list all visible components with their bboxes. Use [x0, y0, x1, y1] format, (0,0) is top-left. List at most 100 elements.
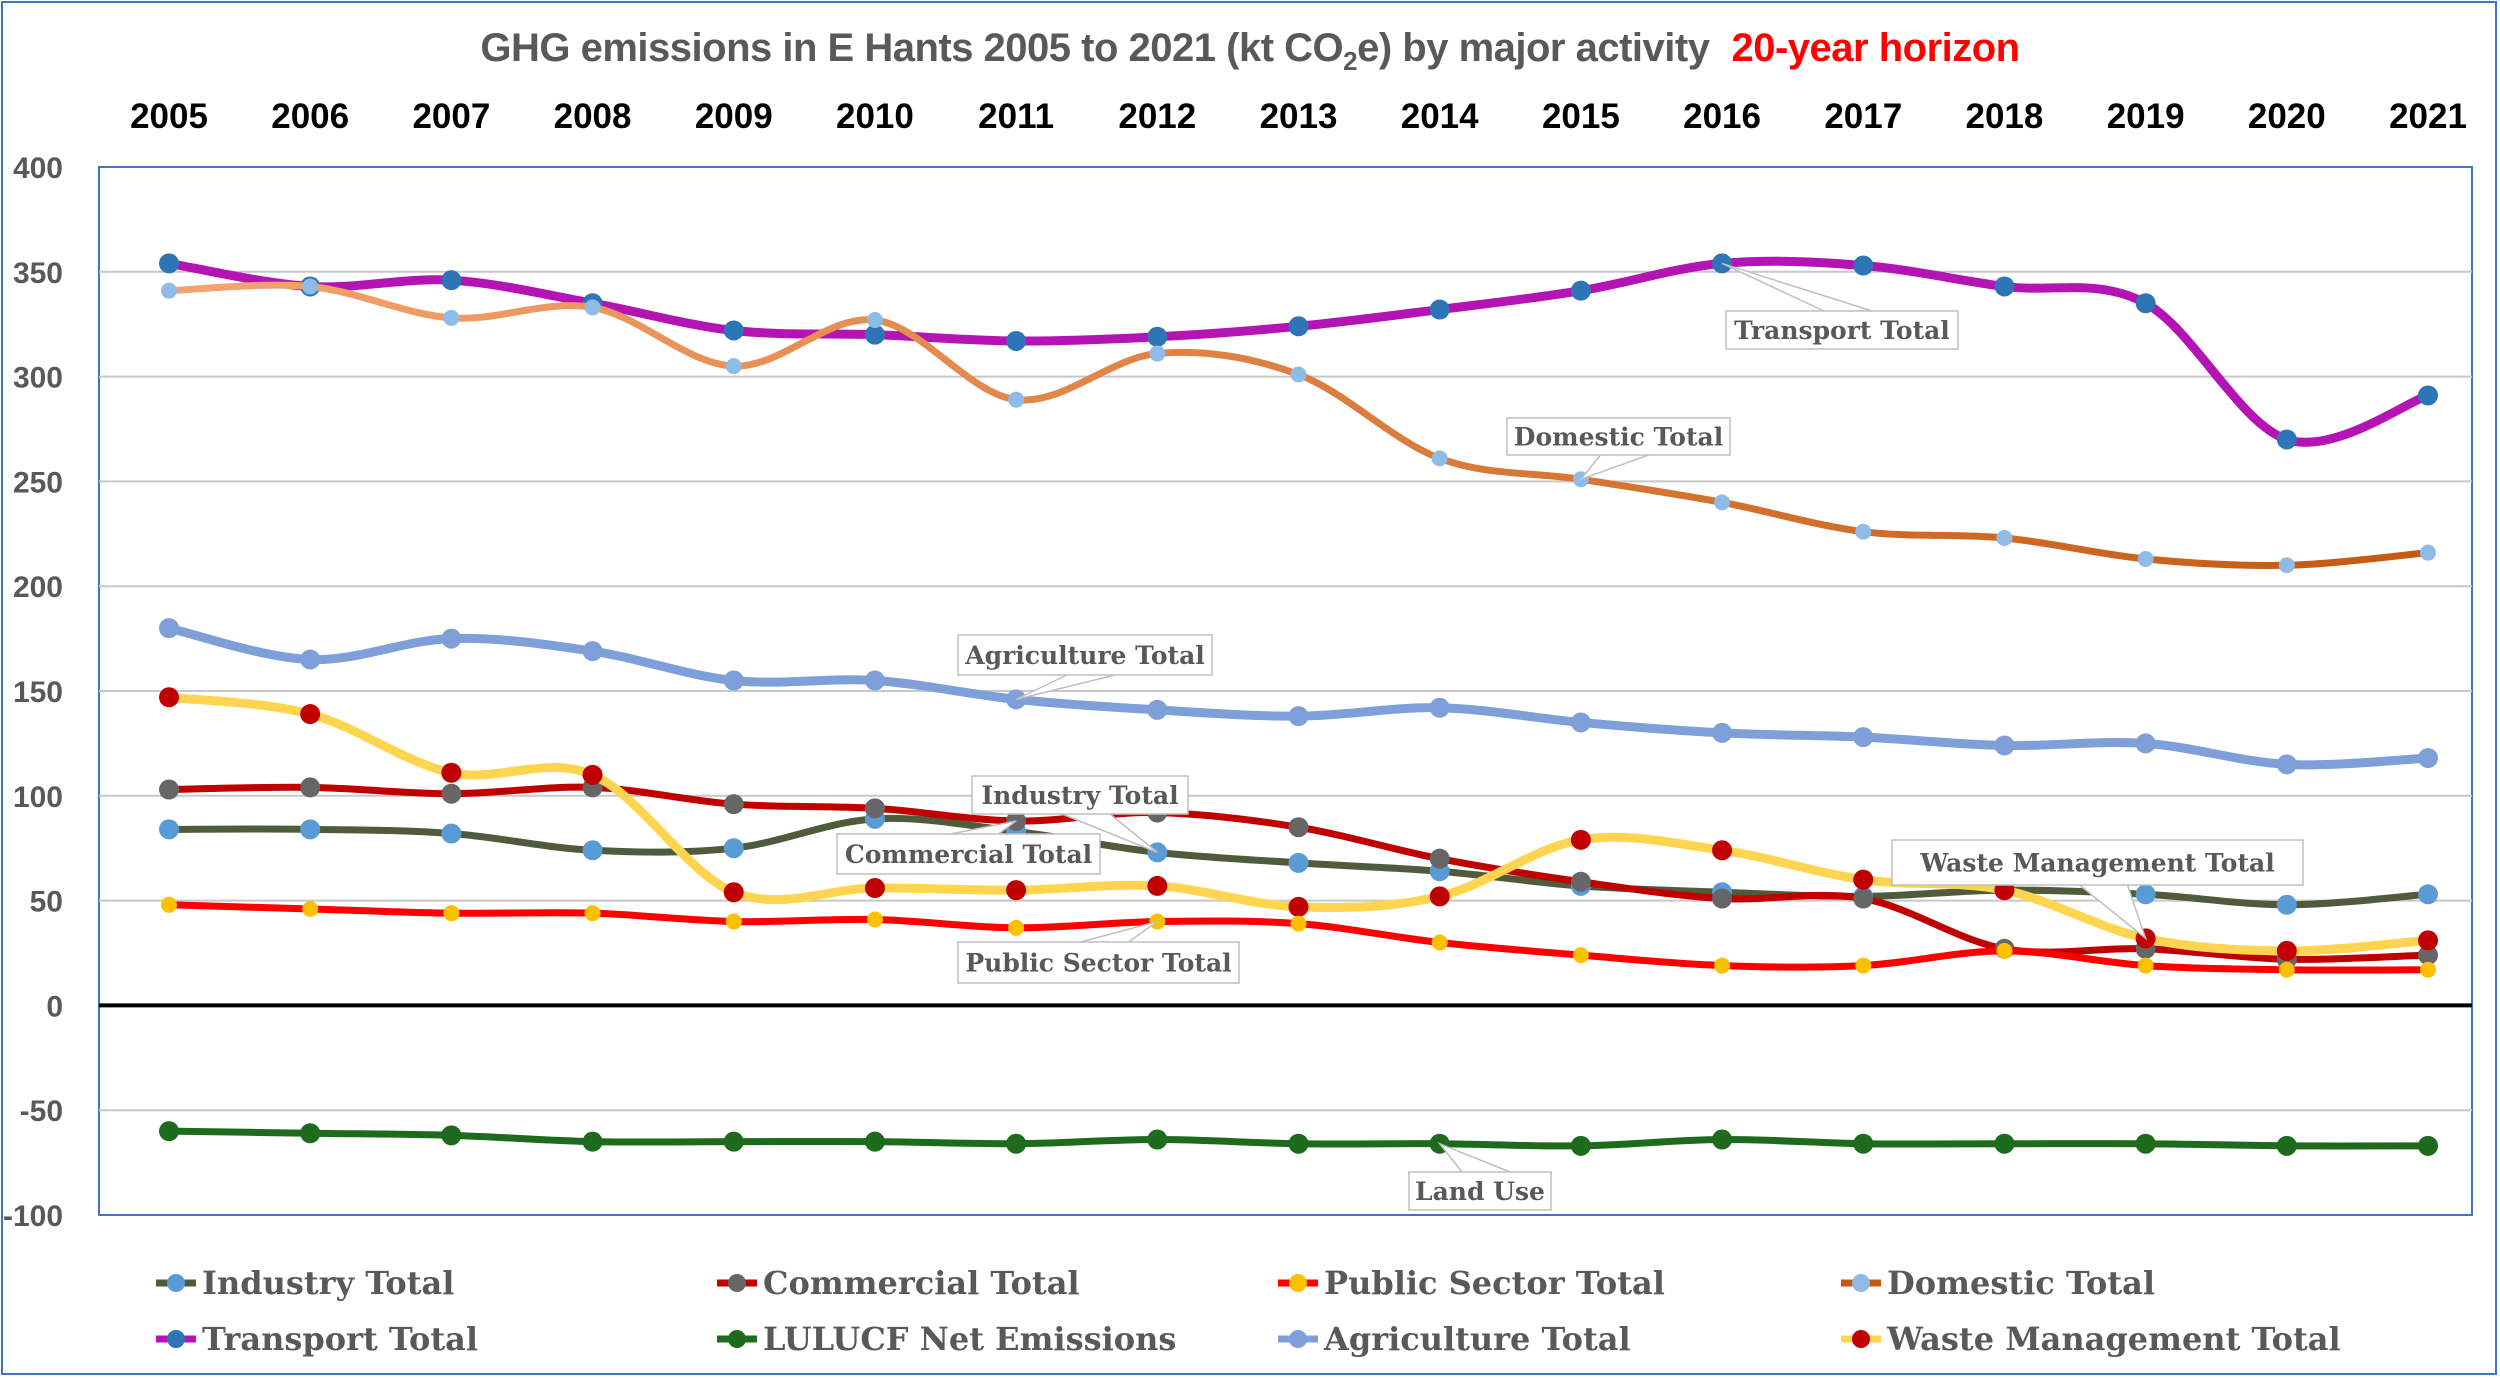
data-point: [2278, 557, 2295, 574]
data-point: [443, 905, 460, 922]
data-point: [2418, 1135, 2438, 1156]
series-public-sector-total: [161, 896, 2436, 978]
data-point: [1008, 919, 1025, 936]
data-point: [159, 618, 179, 639]
data-point: [2276, 429, 2297, 450]
data-point: [2418, 945, 2438, 966]
data-point: [1853, 1133, 1874, 1154]
data-point: [1572, 947, 1589, 964]
data-point: [1429, 299, 1450, 320]
data-point: [159, 1121, 179, 1142]
data-point: [2420, 544, 2436, 561]
legend-item-agriculture-total: Agriculture Total: [1278, 1320, 1631, 1358]
callout-domestic-total: Domestic Total: [1506, 417, 1731, 481]
data-point: [725, 358, 742, 375]
data-point: [864, 670, 885, 691]
series-line: [164, 623, 2433, 770]
data-point: [582, 840, 603, 861]
data-point: [1431, 450, 1448, 467]
x-tick-label: 2009: [695, 97, 773, 136]
legend-marker: [728, 1330, 746, 1348]
x-tick-label: 2011: [978, 97, 1054, 136]
data-point: [1570, 871, 1591, 892]
legend-marker: [167, 1274, 185, 1292]
x-tick-label: 2018: [1966, 97, 2044, 136]
title-highlight: 20-year horizon: [1731, 26, 2020, 70]
series-lulucf-net-emissions: [159, 1121, 2438, 1156]
data-point: [441, 823, 462, 844]
x-tick-label: 2005: [130, 97, 208, 136]
series-agriculture-total: [159, 618, 2438, 775]
data-point: [300, 777, 321, 798]
y-tick-label: 50: [30, 886, 63, 919]
callout-box: [1408, 1171, 1552, 1211]
callout-transport-total: Transport Total: [1721, 262, 1959, 350]
data-point: [1714, 957, 1731, 974]
y-tick-label: -100: [3, 1200, 63, 1233]
data-point: [1714, 494, 1731, 511]
data-point: [2418, 385, 2438, 406]
data-point: [1994, 735, 2015, 756]
data-point: [582, 1131, 603, 1152]
callout-box: [971, 775, 1189, 815]
chart-title: GHG emissions in E Hants 2005 to 2021 (k…: [0, 26, 2500, 77]
data-point: [2418, 884, 2438, 905]
callout-label: Waste Management Total: [1919, 849, 2274, 878]
x-tick-label: 2016: [1683, 97, 1761, 136]
data-point: [1570, 829, 1591, 850]
data-point: [2276, 1135, 2297, 1156]
data-point: [1290, 366, 1307, 383]
data-point: [443, 309, 460, 326]
x-tick-label: 2007: [412, 97, 490, 136]
callout-pointer: [1721, 262, 1873, 312]
data-point: [582, 764, 603, 785]
legend-item-lulucf-net-emissions: LULUCF Net Emissions: [717, 1320, 1176, 1358]
legend-item-industry-total: Industry Total: [156, 1264, 454, 1302]
x-tick-label: 2020: [2248, 97, 2326, 136]
callout-pointer: [1061, 813, 1158, 854]
data-point: [300, 819, 321, 840]
data-point: [300, 1123, 321, 1144]
data-point: [1712, 722, 1733, 743]
data-point: [1288, 1133, 1309, 1154]
callout-box: [1891, 839, 2304, 886]
data-point: [441, 628, 462, 649]
data-point: [302, 900, 319, 917]
data-point: [1429, 697, 1450, 718]
data-point: [1570, 712, 1591, 733]
legend-label: Public Sector Total: [1324, 1264, 1665, 1302]
data-point: [723, 838, 744, 859]
data-point: [1712, 840, 1733, 861]
data-point: [1853, 869, 1874, 890]
data-point: [582, 641, 603, 662]
data-point: [864, 324, 885, 345]
data-point: [1994, 276, 2015, 297]
legend-marker: [167, 1330, 185, 1348]
data-point: [1288, 706, 1309, 727]
data-point: [1288, 852, 1309, 873]
data-point: [1008, 391, 1025, 408]
data-point: [300, 649, 321, 670]
series-waste-management-total: [159, 687, 2438, 961]
data-point: [159, 779, 179, 800]
data-point: [300, 704, 321, 725]
callout-pointer: [2079, 884, 2148, 941]
x-tick-label: 2014: [1401, 97, 1479, 136]
data-point: [2135, 733, 2156, 754]
data-point: [441, 270, 462, 291]
series-transport-total: [159, 253, 2438, 450]
data-point: [2276, 940, 2297, 961]
data-point: [723, 794, 744, 815]
y-tick-label: 250: [13, 466, 63, 499]
data-point: [866, 312, 883, 329]
y-tick-label: 0: [46, 990, 63, 1023]
data-point: [1994, 1133, 2015, 1154]
data-point: [159, 253, 179, 274]
y-tick-label: 300: [13, 362, 63, 395]
data-point: [1855, 523, 1872, 540]
data-point: [1288, 817, 1309, 838]
callout-pointer: [1080, 920, 1158, 943]
callout-label: Domestic Total: [1514, 423, 1723, 452]
